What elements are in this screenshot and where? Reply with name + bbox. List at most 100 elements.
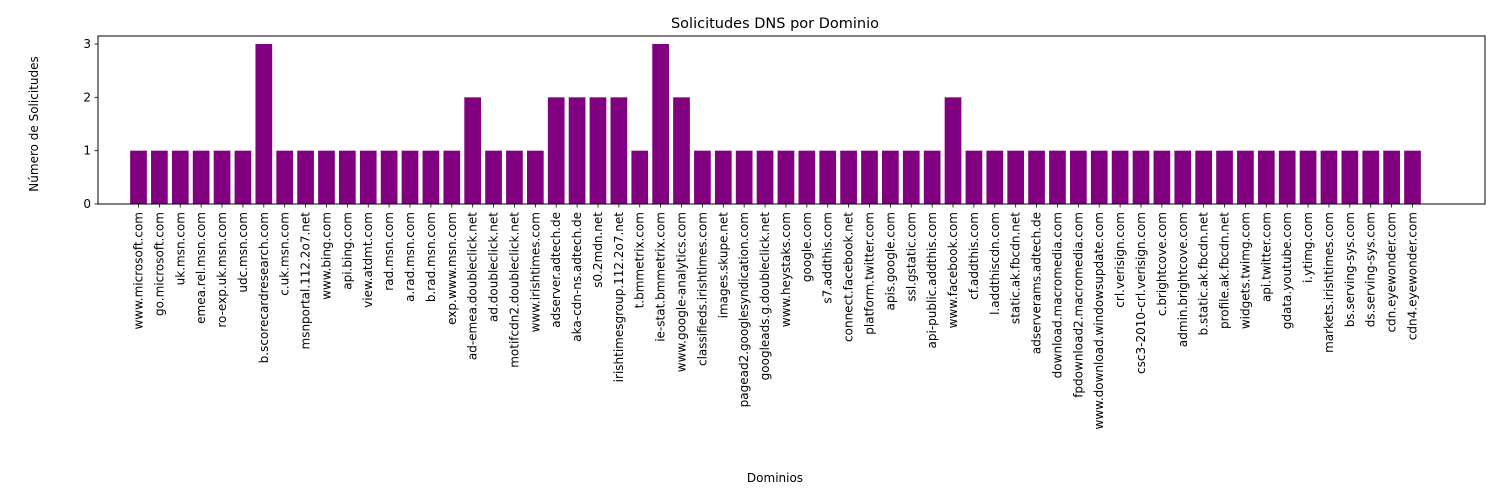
x-tick-label: google.com (800, 212, 814, 282)
bar-b.static.ak.fbcdn.net (1195, 150, 1212, 204)
x-tick-label: admin.brightcove.com (1176, 212, 1190, 347)
bar-markets.irishtimes.com (1320, 150, 1338, 204)
bar-t.bmmetrix.com (631, 150, 649, 204)
y-tick-label: 1 (83, 144, 91, 158)
bar-a.rad.msn.com (401, 150, 419, 204)
bar-ad.doubleclick.net (485, 150, 502, 204)
x-tick-label: ie-stat.bmmetrix.com (654, 212, 668, 342)
x-tick-label: www.download.windowsupdate.com (1092, 212, 1106, 430)
bar-apis.google.com (882, 150, 899, 204)
x-tick-label: go.microsoft.com (152, 212, 166, 316)
bar-b.scorecardresearch.com (255, 44, 273, 204)
bar-view.atdmt.com (359, 150, 377, 204)
bar-emea.rel.msn.com (192, 150, 210, 204)
x-tick-label: connect.facebook.net (842, 212, 856, 342)
bar-b.rad.msn.com (422, 150, 440, 204)
x-tick-label: api.bing.com (340, 212, 354, 290)
x-tick-label: widgets.twimg.com (1238, 212, 1252, 329)
x-tick-label: cdn4.eyewonder.com (1406, 212, 1420, 340)
x-tick-label: msnportal.112.2o7.net (299, 212, 313, 350)
bar-platform.twitter.com (861, 150, 878, 204)
x-tick-label: www.heystaks.com (779, 212, 793, 327)
x-tick-label: adserverams.adtech.de (1030, 212, 1044, 354)
x-tick-label: view.atdmt.com (361, 212, 375, 308)
bar-ro-exp.uk.msn.com (213, 150, 231, 204)
x-tick-label: uk.msn.com (173, 212, 187, 285)
bar-s0.2mdn.net (589, 97, 607, 204)
bar-l.addthiscdn.com (986, 150, 1004, 204)
x-tick-label: exp.www.msn.com (445, 212, 459, 325)
bar-go.microsoft.com (151, 150, 168, 204)
x-tick-label: t.bmmetrix.com (633, 212, 647, 308)
bar-connect.facebook.net (840, 150, 857, 204)
x-tick-label: adserver.adtech.de (549, 212, 563, 328)
bar-download.macromedia.com (1049, 150, 1066, 204)
bar-www.download.windowsupdate.com (1090, 150, 1108, 204)
y-tick-label: 2 (83, 90, 91, 104)
bar-adserver.adtech.de (547, 97, 565, 204)
bar-irishtimesgroup.112.2o7.net (610, 97, 628, 204)
bar-rad.msn.com (380, 150, 398, 204)
bar-cdn4.eyewonder.com (1404, 150, 1421, 204)
x-tick-label: profile.ak.fbcdn.net (1218, 212, 1232, 329)
bar-www.heystaks.com (777, 150, 795, 204)
x-tick-label: static.ak.fbcdn.net (1009, 212, 1023, 324)
bar-ssl.gstatic.com (902, 150, 920, 204)
bar-csc3-2010-crl.verisign.com (1132, 150, 1150, 204)
x-tick-label: download.macromedia.com (1050, 212, 1064, 378)
x-tick-label: ds.serving-sys.com (1364, 212, 1378, 327)
bar-bs.serving-sys.com (1341, 150, 1359, 204)
x-tick-label: www.facebook.com (946, 212, 960, 328)
bar-c.uk.msn.com (276, 150, 294, 204)
x-tick-label: markets.irishtimes.com (1322, 212, 1336, 353)
bar-ie-stat.bmmetrix.com (652, 44, 669, 204)
bar-admin.brightcove.com (1174, 150, 1192, 204)
bar-profile.ak.fbcdn.net (1216, 150, 1233, 204)
x-tick-label: www.irishtimes.com (528, 212, 542, 332)
x-tick-label: api.twitter.com (1259, 212, 1273, 302)
x-tick-label: api-public.addthis.com (925, 212, 939, 348)
bar-images.skupe.net (714, 150, 732, 204)
chart-title: Solicitudes DNS por Dominio (671, 16, 879, 32)
plot-frame (97, 35, 1486, 205)
x-tick-label: classifieds.irishtimes.com (695, 212, 709, 366)
bars-group (130, 44, 1421, 204)
bar-cf.addthis.com (965, 150, 983, 204)
x-tick-label: ro-exp.uk.msn.com (215, 212, 229, 328)
bar-google.com (798, 150, 816, 204)
x-tick-label: crl.verisign.com (1113, 212, 1127, 308)
bar-ds.serving-sys.com (1362, 150, 1380, 204)
bar-www.irishtimes.com (526, 150, 544, 204)
x-tick-label: ad.doubleclick.net (487, 212, 501, 322)
bar-gdata.youtube.com (1278, 150, 1296, 204)
x-tick-label: platform.twitter.com (862, 212, 876, 335)
bar-classifieds.irishtimes.com (694, 150, 711, 204)
bar-fpdownload2.macromedia.com (1069, 150, 1087, 204)
x-tick-label: www.bing.com (319, 212, 333, 300)
y-axis-label: Número de Solicitudes (27, 56, 41, 191)
x-tick-label: b.scorecardresearch.com (257, 212, 271, 363)
x-tick-label: cf.addthis.com (967, 212, 981, 300)
x-tick-label: bs.serving-sys.com (1343, 212, 1357, 327)
y-tick-label: 0 (83, 197, 91, 211)
x-tick-label: rad.msn.com (382, 212, 396, 291)
x-tick-label: ssl.gstatic.com (904, 212, 918, 302)
bar-googleads.g.doubleclick.net (756, 150, 774, 204)
x-tick-label: s7.addthis.com (821, 212, 835, 304)
bar-www.google-analytics.com (673, 97, 690, 204)
x-tick-label: c.brightcove.com (1155, 212, 1169, 316)
y-axis: 0 1 2 3 (83, 37, 98, 211)
x-tick-label: c.uk.msn.com (278, 212, 292, 296)
x-tick-label: gdata.youtube.com (1280, 212, 1294, 329)
bar-widgets.twimg.com (1237, 150, 1254, 204)
bar-api.bing.com (339, 150, 356, 204)
x-axis-label: Dominios (747, 471, 803, 485)
x-tick-label: emea.rel.msn.com (194, 212, 208, 324)
bar-cdn.eyewonder.com (1383, 150, 1400, 204)
x-axis: www.microsoft.com go.microsoft.com uk.msn.… (132, 204, 1420, 430)
x-tick-label: fpdownload2.macromedia.com (1071, 212, 1085, 398)
bar-s7.addthis.com (819, 150, 837, 204)
bar-msnportal.112.2o7.net (297, 150, 314, 204)
bar-api-public.addthis.com (923, 150, 941, 204)
